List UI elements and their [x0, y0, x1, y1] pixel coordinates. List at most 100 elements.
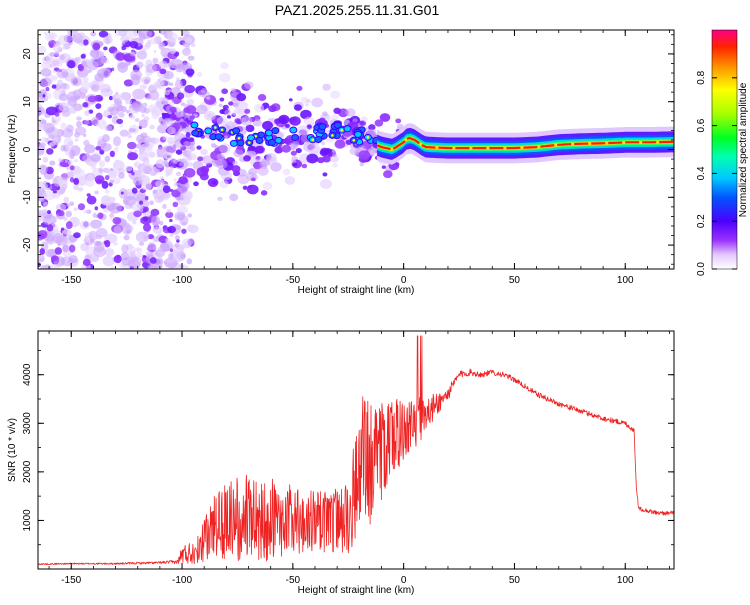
spectrogram-noise-blob: [69, 165, 75, 171]
spectrogram-noise-blob: [90, 116, 100, 126]
snr-x-tick-label: 0: [401, 575, 407, 586]
spectrogram-noise-blob: [105, 174, 110, 181]
spectrogram-data: [38, 30, 674, 269]
spectrogram-noise-blob: [152, 236, 161, 243]
spectrogram-noise-blob: [104, 239, 111, 248]
spectrogram-noise-blob: [73, 57, 82, 64]
spectrogram-y-ticks: -20 -10 0 10 20: [22, 34, 674, 265]
spectrogram-signal-blob: [379, 113, 391, 122]
spectrogram-peak: [264, 129, 273, 137]
spectrogram-noise-blob: [64, 159, 68, 163]
spectrogram-signal-blob: [283, 138, 291, 144]
spectrogram-ridge-core: [376, 136, 674, 151]
spectrogram-signal-blob: [220, 170, 232, 181]
spectrogram-noise-blob: [121, 45, 127, 51]
spectrogram-noise-blob: [166, 208, 171, 214]
spectrogram-noise-blob: [150, 215, 161, 226]
spectrogram-noise-blob: [54, 247, 63, 255]
spectrogram-peak: [274, 136, 283, 144]
spectrogram-signal-blob: [190, 146, 196, 151]
spectrogram-noise-blob: [47, 210, 51, 215]
spectrogram-noise-blob: [184, 84, 196, 94]
spectrogram-signal-blob: [304, 103, 309, 107]
spectrogram-noise-blob: [66, 91, 79, 103]
spectrogram-noise-blob: [82, 76, 89, 83]
spectrogram-noise-blob: [186, 258, 193, 265]
spectrogram-signal-blob: [261, 120, 274, 131]
spectrogram-signal-blob: [237, 101, 248, 111]
spectrogram-peak-core: [352, 138, 356, 142]
spectrogram-noise-blob: [117, 62, 129, 73]
spectrogram-noise-blob: [108, 202, 123, 214]
spectrogram-peak: [190, 121, 199, 129]
spectrogram-noise-blob: [74, 126, 87, 136]
spectrogram-noise-blob: [38, 106, 46, 116]
spectrogram-signal-blob: [333, 107, 341, 114]
spectrogram-signal-blob: [259, 158, 271, 168]
spectrogram-noise-blob: [88, 109, 94, 114]
spectrogram-noise-blob: [167, 225, 177, 234]
spectrogram-noise-blob: [49, 141, 55, 147]
spectrogram-noise-blob: [159, 179, 164, 184]
spectrogram-signal-blob: [278, 114, 290, 125]
spectrogram-noise-blob: [167, 41, 175, 48]
spectrogram-noise-blob: [187, 238, 195, 245]
spectrogram-signal-blob: [177, 184, 188, 194]
spectrogram-signal-blob: [304, 142, 309, 147]
spectrogram-signal-blob: [294, 104, 302, 111]
colorbar-ticks: 0.0 0.2 0.4 0.6 0.8: [696, 70, 737, 276]
spectrogram-noise-blob: [172, 201, 179, 208]
spectrogram-noise-blob: [60, 83, 68, 89]
spectrogram-noise-blob: [113, 98, 123, 105]
spectrogram-signal-blob: [217, 196, 223, 202]
spectrogram-signal-blob: [322, 83, 331, 91]
spectrogram-signal-blob: [236, 93, 247, 102]
spectrogram-noise-blob: [180, 253, 186, 259]
snr-x-tick-label: 50: [509, 575, 521, 586]
spectrogram-noise-blob: [77, 187, 84, 192]
spectrogram-noise-blob: [84, 110, 90, 116]
spectrogram-signal-blob: [314, 143, 320, 148]
spectrogram-noise-blob: [101, 134, 110, 143]
spectrogram-y-tick-label: -20: [22, 237, 33, 252]
spectrogram-noise-blob: [46, 224, 54, 232]
spectrogram-x-tick-label: -50: [286, 275, 301, 286]
spectrogram-noise-blob: [41, 56, 53, 65]
spectrogram-signal-blob: [226, 115, 232, 119]
spectrogram-noise-blob: [101, 67, 112, 79]
spectrogram-noise-blob: [119, 219, 128, 226]
spectrogram-signal-blob: [248, 168, 258, 176]
spectrogram-signal-blob: [383, 170, 393, 179]
spectrogram-noise-blob: [90, 31, 97, 37]
spectrogram-noise-blob: [177, 36, 183, 41]
spectrogram-noise-blob: [124, 99, 133, 105]
spectrogram-signal-blob: [207, 178, 219, 188]
spectrogram-noise-blob: [109, 179, 115, 184]
spectrogram-signal-blob: [229, 193, 239, 202]
spectrogram-signal-blob: [268, 105, 277, 113]
spectrogram-noise-blob: [142, 102, 148, 108]
spectrogram-noise-blob: [81, 60, 88, 68]
spectrogram-noise-blob: [80, 53, 86, 59]
snr-x-tick-label: 100: [617, 575, 634, 586]
spectrogram-noise-blob: [94, 73, 104, 82]
spectrogram-peak: [318, 123, 327, 131]
spectrogram-noise-blob: [60, 122, 67, 130]
spectrogram-noise-blob: [86, 193, 91, 197]
spectrogram-signal-blob: [206, 96, 211, 100]
spectrogram-noise-blob: [119, 91, 130, 101]
spectrogram-noise-blob: [147, 263, 157, 269]
spectrogram-noise-blob: [169, 218, 173, 223]
spectrogram-noise-blob: [59, 54, 65, 61]
spectrogram-noise-blob: [135, 247, 141, 252]
spectrogram-noise-blob: [42, 94, 46, 98]
spectrogram-signal-blob: [257, 94, 267, 101]
spectrogram-signal-blob: [297, 125, 310, 136]
spectrogram-noise-blob: [39, 164, 48, 175]
spectrogram-signal-blob: [359, 162, 365, 167]
spectrogram-noise-blob: [50, 57, 63, 68]
snr-x-axis-label: Height of straight line (km): [298, 585, 415, 596]
spectrogram-noise-blob: [85, 245, 96, 256]
spectrogram-peak-core: [237, 136, 241, 140]
spectrogram-signal-blob: [221, 88, 229, 95]
